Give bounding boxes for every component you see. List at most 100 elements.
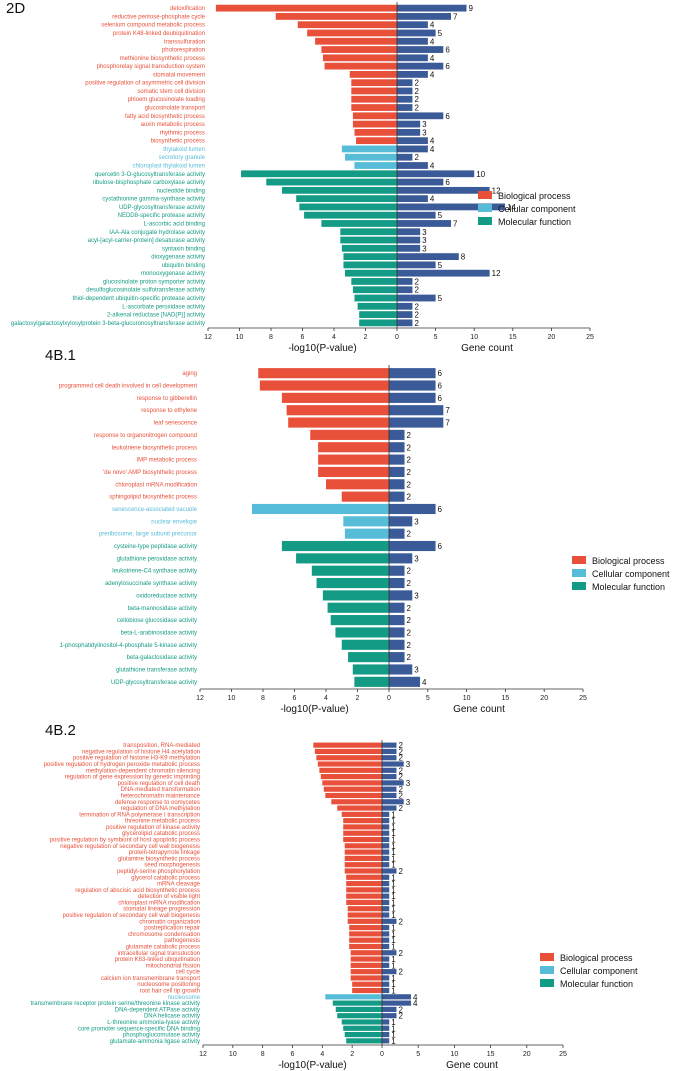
pvalue-bar	[286, 405, 389, 416]
count-label: 4	[430, 145, 435, 154]
x-axis-label-gene-count: Gene count	[453, 704, 505, 715]
term-label: 'de novo' AMP biosynthetic process	[103, 470, 197, 476]
count-label: 12	[492, 269, 501, 278]
pvalue-bar	[341, 639, 389, 650]
term-label: IMP metabolic process	[136, 458, 197, 464]
term-label: positive regulation by symbiont of host …	[50, 838, 200, 844]
pvalue-tick-label: 12	[204, 334, 212, 341]
term-label: cell cycle	[176, 970, 201, 976]
term-label: nuclear envelope	[151, 519, 197, 525]
term-label: chloroplast mRNA modification	[118, 900, 200, 906]
count-label: 1	[391, 955, 396, 964]
count-label: 4	[430, 21, 435, 30]
pvalue-bar	[341, 491, 389, 502]
gene-count-bar	[382, 1000, 411, 1006]
term-label: protein K63-linked ubiquitination	[115, 957, 200, 963]
pvalue-tick-label: 10	[229, 1051, 237, 1058]
pvalue-bar	[318, 454, 389, 465]
pvalue-bar	[326, 479, 389, 490]
term-label: calcium ion transmembrane transport	[101, 976, 200, 982]
pvalue-bar	[307, 29, 397, 37]
term-label: reductive pentose-phosphate cycle	[112, 14, 205, 20]
pvalue-bar	[311, 565, 389, 576]
gene-count-bar	[382, 880, 390, 887]
gene-count-bar	[397, 71, 428, 78]
gene-count-bar	[389, 491, 405, 502]
term-label: pathogenesis	[164, 938, 200, 944]
count-label: 6	[438, 382, 443, 391]
count-tick-label: 20	[548, 334, 556, 341]
gene-count-bar	[382, 943, 390, 950]
count-label: 2	[398, 804, 403, 813]
pvalue-bar	[345, 269, 397, 277]
term-label: methionine biosynthetic process	[120, 56, 205, 62]
count-label: 7	[445, 406, 450, 415]
gene-count-bar	[389, 565, 405, 576]
count-tick-label: 25	[559, 1051, 567, 1058]
pvalue-bar	[359, 311, 397, 318]
gene-count-bar	[382, 899, 390, 906]
pvalue-bar	[351, 87, 397, 95]
term-label: glutamate catabolic process	[126, 944, 200, 950]
count-tick-label: 25	[579, 695, 587, 702]
term-label: methylation-dependent chromatin silencin…	[86, 768, 200, 774]
term-label: desulfoglucosinolate sulfotransferase ac…	[86, 288, 205, 294]
pvalue-bar	[296, 195, 397, 203]
pvalue-tick-label: 12	[196, 695, 204, 702]
pvalue-bar	[354, 676, 389, 687]
pvalue-bar	[313, 742, 382, 748]
count-tick-label: 25	[586, 334, 594, 341]
count-label: 1	[391, 1024, 396, 1033]
count-label: 2	[398, 747, 403, 756]
pvalue-bar	[349, 937, 382, 943]
pvalue-bar	[335, 627, 389, 638]
pvalue-bar	[321, 46, 397, 53]
pvalue-bar	[325, 994, 382, 1000]
term-label: glycerol catabolic process	[131, 875, 200, 881]
pvalue-bar	[350, 962, 382, 968]
term-label: termination of RNA polymerase I transcri…	[79, 812, 200, 818]
term-label: phloem glucosinolate loading	[128, 97, 205, 103]
count-label: 4	[430, 54, 435, 63]
pvalue-tick-label: 4	[324, 695, 328, 702]
gene-count-bar	[397, 302, 413, 310]
gene-count-bar	[397, 203, 506, 211]
pvalue-bar	[322, 54, 397, 62]
legend-swatch	[478, 191, 492, 199]
gene-count-bar	[389, 405, 444, 416]
gene-count-bar	[397, 244, 421, 252]
pvalue-tick-label: 0	[380, 1051, 384, 1058]
count-label: 1	[391, 880, 396, 889]
count-label: 1	[391, 930, 396, 939]
pvalue-bar	[335, 1006, 382, 1012]
gene-count-bar	[397, 211, 436, 219]
count-label: 3	[422, 244, 427, 253]
pvalue-bar	[288, 417, 389, 428]
term-label: heterochromatin maintenance	[121, 793, 201, 799]
pvalue-bar	[341, 811, 382, 817]
term-label: chromatin organization	[139, 919, 200, 925]
gene-count-bar	[382, 849, 390, 855]
count-label: 5	[438, 261, 443, 270]
gene-count-bar	[397, 286, 413, 294]
pvalue-bar	[346, 899, 382, 906]
count-label: 2	[414, 153, 419, 162]
gene-count-bar	[389, 516, 413, 527]
gene-count-bar	[397, 294, 436, 302]
term-label: nucleosome	[168, 995, 201, 1001]
pvalue-bar	[350, 950, 382, 956]
count-label: 2	[398, 773, 403, 782]
count-label: 2	[407, 579, 412, 588]
pvalue-bar	[344, 855, 382, 861]
term-label: response to organonitrogen compound	[94, 433, 197, 439]
term-label: negative regulation of histone H4 acetyl…	[82, 749, 200, 755]
pvalue-bar	[343, 516, 389, 527]
gene-count-bar	[382, 761, 404, 767]
pvalue-tick-label: 8	[269, 334, 273, 341]
gene-count-bar	[397, 46, 444, 53]
pvalue-bar	[318, 466, 389, 478]
count-label: 2	[414, 311, 419, 320]
x-axis-label-gene-count: Gene count	[446, 1060, 498, 1071]
term-label: nucleotide binding	[157, 188, 205, 194]
term-label: glutamine biosynthetic process	[118, 856, 200, 862]
